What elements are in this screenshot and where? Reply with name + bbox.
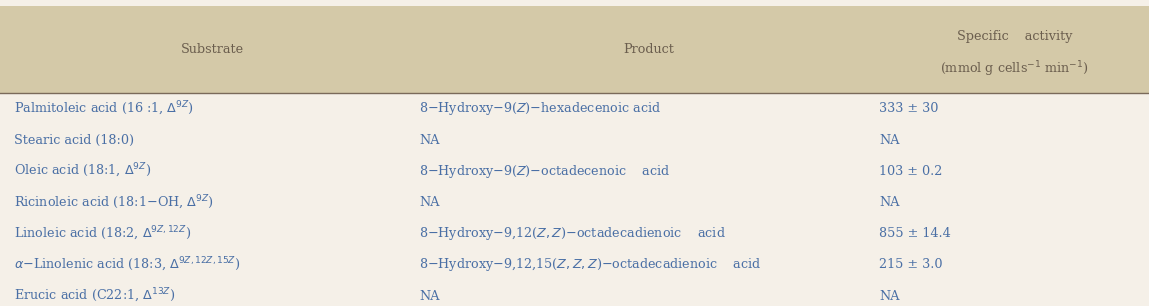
Text: Erucic acid (C22:1, $\Delta^{13Z}$): Erucic acid (C22:1, $\Delta^{13Z}$)	[14, 287, 175, 305]
Text: Linoleic acid (18:2, $\Delta^{9Z,12Z}$): Linoleic acid (18:2, $\Delta^{9Z,12Z}$)	[14, 225, 191, 243]
Text: Specific    activity: Specific activity	[957, 30, 1072, 43]
Text: 103 ± 0.2: 103 ± 0.2	[879, 165, 942, 178]
FancyBboxPatch shape	[0, 6, 1149, 93]
Text: 855 ± 14.4: 855 ± 14.4	[879, 227, 950, 240]
Text: 333 ± 30: 333 ± 30	[879, 103, 939, 115]
Text: $\alpha$$-$Linolenic acid (18:3, $\Delta^{9Z,12Z,15Z}$): $\alpha$$-$Linolenic acid (18:3, $\Delta…	[14, 256, 240, 274]
Text: 8$-$Hydroxy$-$9($Z$)$-$hexadecenoic acid: 8$-$Hydroxy$-$9($Z$)$-$hexadecenoic acid	[419, 100, 662, 118]
Text: NA: NA	[419, 134, 440, 147]
Text: 8$-$Hydroxy$-$9($Z$)$-$octadecenoic    acid: 8$-$Hydroxy$-$9($Z$)$-$octadecenoic acid	[419, 163, 671, 180]
Text: Oleic acid (18:1, $\Delta^{9Z}$): Oleic acid (18:1, $\Delta^{9Z}$)	[14, 162, 151, 181]
Text: Substrate: Substrate	[182, 43, 244, 56]
Text: 215 ± 3.0: 215 ± 3.0	[879, 259, 942, 271]
Text: Palmitoleic acid (16 :1, $\Delta^{9Z}$): Palmitoleic acid (16 :1, $\Delta^{9Z}$)	[14, 100, 194, 118]
Text: NA: NA	[879, 290, 900, 303]
Text: NA: NA	[419, 196, 440, 209]
Text: 8$-$Hydroxy$-$9,12($Z,Z$)$-$octadecadienoic    acid: 8$-$Hydroxy$-$9,12($Z,Z$)$-$octadecadien…	[419, 225, 726, 242]
Text: NA: NA	[879, 134, 900, 147]
Text: Ricinoleic acid (18:1$-$OH, $\Delta^{9Z}$): Ricinoleic acid (18:1$-$OH, $\Delta^{9Z}…	[14, 193, 214, 212]
Text: NA: NA	[879, 196, 900, 209]
Text: Product: Product	[624, 43, 674, 56]
Text: NA: NA	[419, 290, 440, 303]
Text: (mmol g cells$^{-1}$ min$^{-1}$): (mmol g cells$^{-1}$ min$^{-1}$)	[940, 59, 1089, 79]
Text: 8$-$Hydroxy$-$9,12,15($Z,Z,Z$)$-$octadecadienoic    acid: 8$-$Hydroxy$-$9,12,15($Z,Z,Z$)$-$octadec…	[419, 256, 762, 274]
Text: Stearic acid (18:0): Stearic acid (18:0)	[14, 134, 134, 147]
